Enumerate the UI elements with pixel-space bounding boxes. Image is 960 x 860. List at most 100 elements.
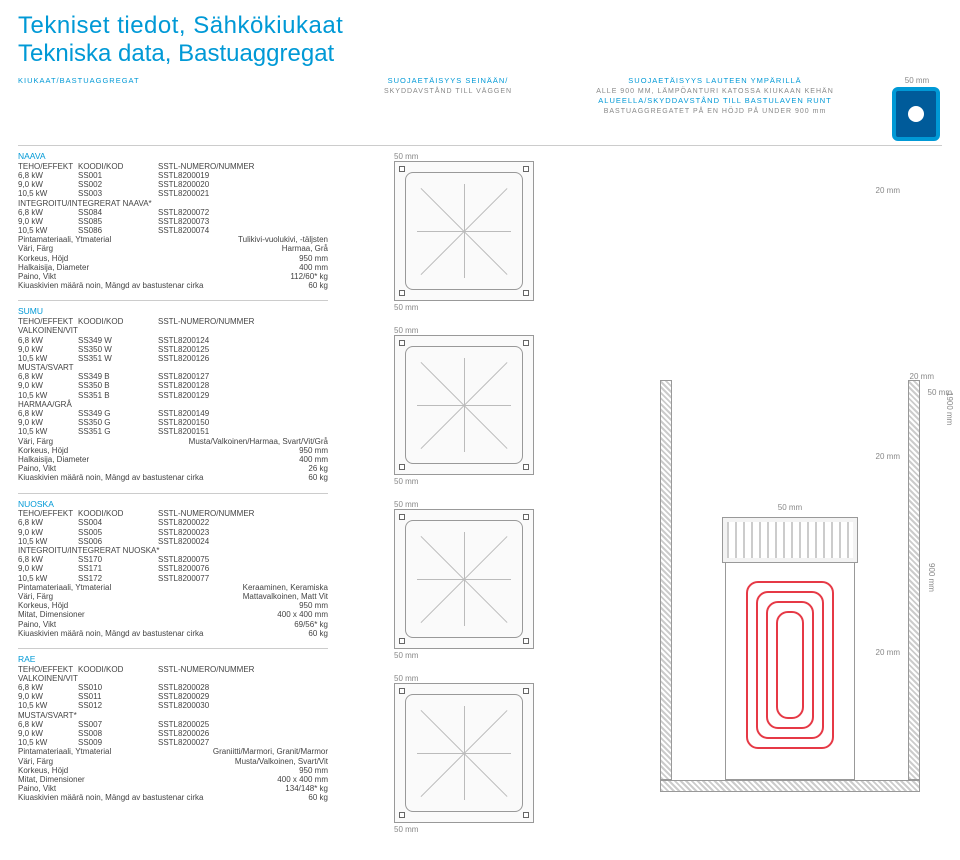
elevation-drawing: 20 mm 20 mm 20 mm 1900 mm 900 mm 20 mm 5… [640, 172, 940, 792]
dim-50-r: 50 mm [928, 388, 952, 397]
subhead: VALKOINEN/VIT [18, 674, 328, 683]
hdr-col1: KIUKAAT/BASTUAGGREGAT [18, 76, 328, 87]
detail-row: Kiuaskivien määrä noin, Mängd av bastust… [18, 281, 328, 290]
table-row: 9,0 kWSS350 WSSTL8200125 [18, 345, 328, 354]
table-row: 6,8 kWSS084SSTL8200072 [18, 208, 328, 217]
table-row: 9,0 kWSS171SSTL8200076 [18, 564, 328, 573]
section-title: SUMU [18, 307, 328, 317]
table-row: 10,5 kWSS086SSTL8200074 [18, 226, 328, 235]
table-row: 6,8 kWSS349 GSSTL8200149 [18, 409, 328, 418]
table-row: 9,0 kWSS350 GSSTL8200150 [18, 418, 328, 427]
hdr-col3b: ALLE 900 MM, LÄMPÖANTURI KATOSSA KIUKAAN… [568, 87, 862, 97]
detail-row: Väri, FärgMusta/Valkoinen/Harmaa, Svart/… [18, 437, 328, 446]
table-row: 10,5 kWSS012SSTL8200030 [18, 701, 328, 710]
table-row: 10,5 kWSS172SSTL8200077 [18, 574, 328, 583]
table-row: 10,5 kWSS351 GSSTL8200151 [18, 427, 328, 436]
table-row: 6,8 kWSS349 BSSTL8200127 [18, 372, 328, 381]
detail-row: Korkeus, Höjd950 mm [18, 446, 328, 455]
detail-row: Väri, FärgHarmaa, Grå [18, 244, 328, 253]
detail-row: Pintamateriaali, YtmaterialTulikivi-vuol… [18, 235, 328, 244]
hdr-col2a: SUOJAETÄISYYS SEINÄÄN/ [358, 76, 538, 87]
table-row: 10,5 kWSS006SSTL8200024 [18, 537, 328, 546]
hdr-col3c: ALUEELLA/SKYDDAVSTÅND TILL BASTULAVEN RU… [568, 96, 862, 107]
dim-20-1: 20 mm [876, 186, 900, 195]
section-nuoska: NUOSKA TEHO/EFFEKTKOODI/KODSSTL-NUMERO/N… [18, 500, 328, 638]
detail-row: Väri, FärgMusta/Valkoinen, Svart/Vit [18, 757, 328, 766]
dim-label: 50 mm [394, 674, 624, 683]
detail-row: Paino, Vikt69/56* kg [18, 620, 328, 629]
table-row: 6,8 kWSS170SSTL8200075 [18, 555, 328, 564]
table-row: 10,5 kWSS351 WSSTL8200126 [18, 354, 328, 363]
hdr-col2b: SKYDDAVSTÅND TILL VÄGGEN [358, 87, 538, 97]
detail-row: Paino, Vikt112/60* kg [18, 272, 328, 281]
hdr-col3a: SUOJAETÄISYYS LAUTEEN YMPÄRILLÄ [568, 76, 862, 87]
detail-row: Korkeus, Höjd950 mm [18, 766, 328, 775]
subhead: INTEGROITU/INTEGRERAT NAAVA* [18, 199, 328, 208]
dim-top: 50 mm [778, 503, 802, 512]
header-row: KIUKAAT/BASTUAGGREGAT SUOJAETÄISYYS SEIN… [18, 76, 942, 141]
subhead: INTEGROITU/INTEGRERAT NUOSKA* [18, 546, 328, 555]
dim-label: 50 mm [394, 651, 624, 660]
subhead: VALKOINEN/VIT [18, 326, 328, 335]
section-naava: NAAVA TEHO/EFFEKTKOODI/KODSSTL-NUMERO/NU… [18, 152, 328, 290]
table-row: 9,0 kWSS002SSTL8200020 [18, 180, 328, 189]
dim-label: 50 mm [394, 477, 624, 486]
detail-row: Kiuaskivien määrä noin, Mängd av bastust… [18, 629, 328, 638]
detail-row: Korkeus, Höjd950 mm [18, 254, 328, 263]
section-title: NAAVA [18, 152, 328, 162]
table-row: 9,0 kWSS350 BSSTL8200128 [18, 381, 328, 390]
table-row: 9,0 kWSS085SSTL8200073 [18, 217, 328, 226]
detail-row: Mitat, Dimensioner400 x 400 mm [18, 610, 328, 619]
title-1: Tekniset tiedot, Sähkökiukaat [18, 12, 942, 40]
dim-20-2: 20 mm [876, 452, 900, 461]
table-row: 10,5 kWSS009SSTL8200027 [18, 738, 328, 747]
detail-row: Paino, Vikt134/148* kg [18, 784, 328, 793]
dim-label: 50 mm [394, 500, 624, 509]
divider [18, 145, 942, 146]
dim-20-3: 20 mm [876, 648, 900, 657]
plan-diagram: 50 mm 50 mm [344, 500, 624, 660]
table-row: 6,8 kWSS004SSTL8200022 [18, 518, 328, 527]
table-row: 6,8 kWSS010SSTL8200028 [18, 683, 328, 692]
plan-diagram: 50 mm 50 mm [344, 326, 624, 486]
dim-label: 50 mm [394, 825, 624, 834]
plan-diagram: 50 mm 50 mm [344, 674, 624, 834]
heater-outline: 50 mm [725, 520, 855, 780]
table-row: 6,8 kWSS001SSTL8200019 [18, 171, 328, 180]
table-row: 9,0 kWSS011SSTL8200029 [18, 692, 328, 701]
badge-icon [892, 87, 940, 141]
table-row: 9,0 kWSS008SSTL8200026 [18, 729, 328, 738]
detail-row: Väri, FärgMattavalkoinen, Matt Vit [18, 592, 328, 601]
detail-row: Kiuaskivien määrä noin, Mängd av bastust… [18, 793, 328, 802]
subhead: HARMAA/GRÅ [18, 400, 328, 409]
section-rae: RAE TEHO/EFFEKTKOODI/KODSSTL-NUMERO/NUMM… [18, 655, 328, 803]
table-head: TEHO/EFFEKTKOODI/KODSSTL-NUMERO/NUMMER [18, 665, 328, 674]
dim-label: 50 mm [394, 152, 624, 161]
section-title: NUOSKA [18, 500, 328, 510]
detail-row: Kiuaskivien määrä noin, Mängd av bastust… [18, 473, 328, 482]
dim-1900: 1900 mm [945, 392, 954, 425]
dim-900: 900 mm [927, 563, 936, 592]
table-head: TEHO/EFFEKTKOODI/KODSSTL-NUMERO/NUMMER [18, 317, 328, 326]
detail-row: Pintamateriaali, YtmaterialKeraaminen, K… [18, 583, 328, 592]
detail-row: Halkaisija, Diameter400 mm [18, 263, 328, 272]
table-row: 10,5 kWSS351 BSSTL8200129 [18, 391, 328, 400]
detail-row: Paino, Vikt26 kg [18, 464, 328, 473]
table-row: 10,5 kWSS003SSTL8200021 [18, 189, 328, 198]
title-2: Tekniska data, Bastuaggregat [18, 40, 942, 68]
table-row: 9,0 kWSS005SSTL8200023 [18, 528, 328, 537]
dim-label: 50 mm [394, 303, 624, 312]
detail-row: Korkeus, Höjd950 mm [18, 601, 328, 610]
plan-diagram: 50 mm 50 mm [344, 152, 624, 312]
subhead: MUSTA/SVART* [18, 711, 328, 720]
hdr-col3d: BASTUAGGREGATET PÅ EN HÖJD PÅ UNDER 900 … [568, 107, 862, 117]
section-title: RAE [18, 655, 328, 665]
detail-row: Halkaisija, Diameter400 mm [18, 455, 328, 464]
detail-row: Mitat, Dimensioner400 x 400 mm [18, 775, 328, 784]
subhead: MUSTA/SVART [18, 363, 328, 372]
table-row: 6,8 kWSS349 WSSTL8200124 [18, 336, 328, 345]
dim-label: 50 mm [394, 326, 624, 335]
detail-row: Pintamateriaali, YtmaterialGraniitti/Mar… [18, 747, 328, 756]
table-head: TEHO/EFFEKTKOODI/KODSSTL-NUMERO/NUMMER [18, 162, 328, 171]
table-row: 6,8 kWSS007SSTL8200025 [18, 720, 328, 729]
